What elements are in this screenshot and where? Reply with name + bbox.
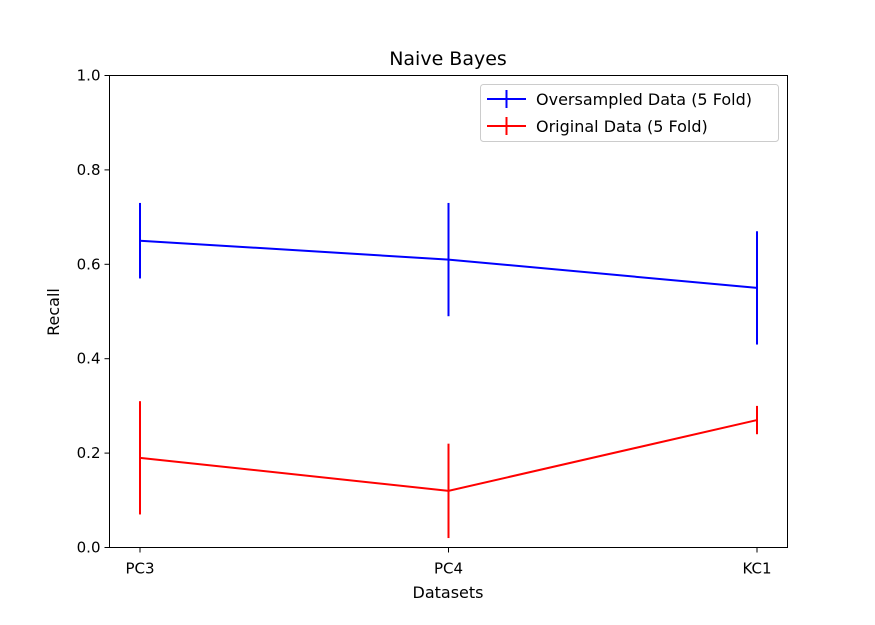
x-axis-label: Datasets xyxy=(413,583,484,602)
legend-label: Original Data (5 Fold) xyxy=(536,117,708,136)
y-tick-label: 0.2 xyxy=(77,444,101,462)
x-tick-label: KC1 xyxy=(742,560,771,578)
y-axis: 0.0 0.2 0.4 0.6 0.8 1.0 xyxy=(77,67,110,557)
legend-label: Oversampled Data (5 Fold) xyxy=(536,90,752,109)
y-tick-label: 1.0 xyxy=(77,67,101,85)
y-axis-label: Recall xyxy=(44,288,63,336)
x-tick-label: PC4 xyxy=(434,560,463,578)
x-axis: PC3 PC4 KC1 xyxy=(125,547,772,578)
legend-box xyxy=(480,84,779,142)
y-tick-label: 0.6 xyxy=(77,255,101,273)
chart-title: Naive Bayes xyxy=(389,48,507,70)
legend: Oversampled Data (5 Fold) Original Data (… xyxy=(480,84,779,142)
y-tick-label: 0.8 xyxy=(77,161,101,179)
legend-entry: Oversampled Data (5 Fold) xyxy=(487,90,752,109)
series-2 xyxy=(139,401,758,539)
series-layer xyxy=(139,202,758,539)
y-tick-label: 0.4 xyxy=(77,350,101,368)
legend-entry: Original Data (5 Fold) xyxy=(487,117,708,136)
series-1 xyxy=(139,202,758,345)
y-tick-label: 0.0 xyxy=(77,539,101,557)
x-tick-label: PC3 xyxy=(125,560,154,578)
